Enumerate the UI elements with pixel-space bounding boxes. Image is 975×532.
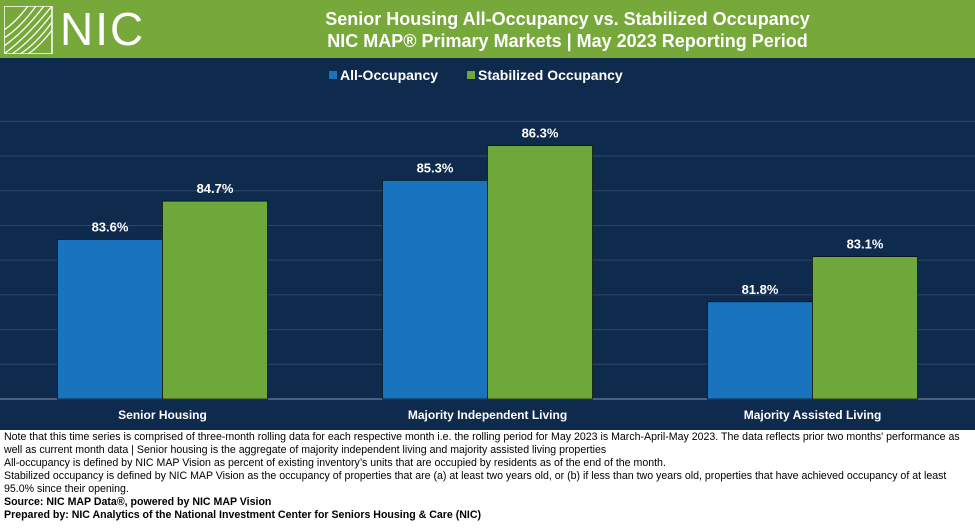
bars — [57, 145, 918, 400]
category-label: Majority Independent Living — [408, 408, 567, 422]
title-line-2: NIC MAP® Primary Markets | May 2023 Repo… — [327, 31, 808, 51]
note-rolling-period: Note that this time series is comprised … — [4, 431, 960, 456]
category-labels: Senior Housing Majority Independent Livin… — [118, 408, 881, 422]
source-note: Source: NIC MAP Data®, powered by NIC MA… — [4, 496, 272, 508]
note-all-occupancy-definition: All-occupancy is defined by NIC MAP Visi… — [4, 457, 666, 469]
value-labels: 83.6% 84.7% 85.3% 86.3% 81.8% 83.1% — [92, 126, 884, 297]
legend-swatch-stabilized — [467, 71, 475, 79]
bar-stabilized-1 — [487, 145, 593, 400]
legend: All-Occupancy Stabilized Occupancy — [329, 67, 623, 83]
data-label: 83.6% — [92, 219, 129, 234]
logo-text: NIC — [60, 3, 146, 55]
note-stabilized-definition: Stabilized occupancy is defined by NIC M… — [4, 470, 947, 495]
title-line-1: Senior Housing All-Occupancy vs. Stabili… — [325, 9, 810, 29]
prepared-by-note: Prepared by: NIC Analytics of the Nation… — [4, 509, 481, 521]
bar-all-occupancy-0 — [57, 239, 163, 400]
bar-all-occupancy-2 — [707, 301, 813, 400]
logo-mark-icon — [3, 5, 53, 55]
nic-logo: NIC — [3, 3, 154, 55]
chart-area: All-Occupancy Stabilized Occupancy 83.6%… — [0, 58, 975, 430]
data-label: 86.3% — [522, 126, 559, 141]
chart-title: Senior Housing All-Occupancy vs. Stabili… — [160, 8, 975, 52]
legend-label-all-occupancy: All-Occupancy — [340, 67, 438, 83]
data-label: 83.1% — [847, 237, 884, 252]
bar-stabilized-2 — [812, 256, 918, 400]
category-label: Senior Housing — [118, 408, 207, 422]
data-label: 81.8% — [742, 282, 779, 297]
bar-chart: All-Occupancy Stabilized Occupancy 83.6%… — [0, 67, 975, 422]
data-label: 84.7% — [197, 181, 234, 196]
header-banner: NIC Senior Housing All-Occupancy vs. Sta… — [0, 0, 975, 58]
bar-stabilized-0 — [162, 200, 268, 400]
data-label: 85.3% — [417, 160, 454, 175]
bar-all-occupancy-1 — [382, 180, 488, 400]
notes-section: Note that this time series is comprised … — [4, 431, 972, 522]
legend-swatch-all-occupancy — [329, 71, 337, 79]
legend-label-stabilized: Stabilized Occupancy — [478, 67, 623, 83]
category-label: Majority Assisted Living — [744, 408, 882, 422]
